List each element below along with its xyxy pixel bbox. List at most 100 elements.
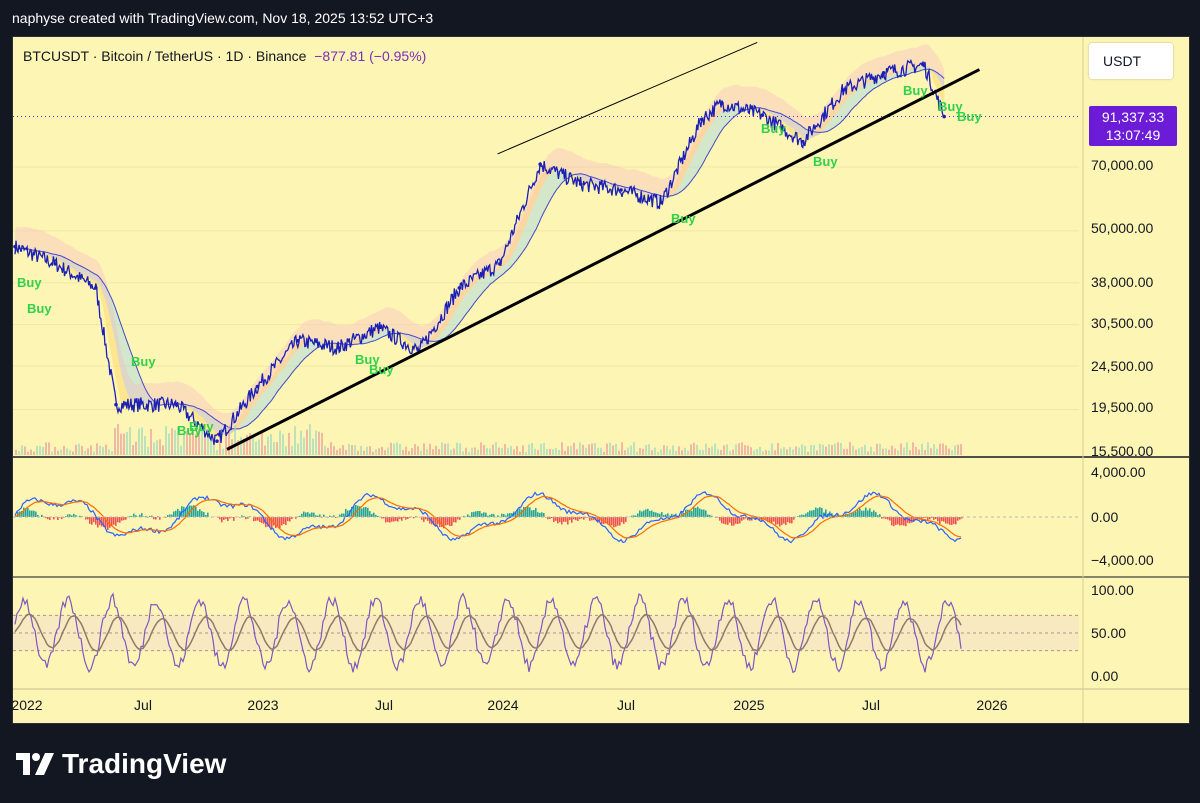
macd-histogram-bar xyxy=(261,517,263,523)
macd-histogram-bar xyxy=(605,517,607,524)
macd-histogram-bar xyxy=(807,512,809,517)
macd-histogram-bar xyxy=(813,509,815,517)
volume-bar xyxy=(846,448,848,455)
macd-histogram-bar xyxy=(619,517,621,526)
volume-bar xyxy=(267,436,269,455)
volume-bar xyxy=(942,443,944,455)
macd-histogram-bar xyxy=(271,517,273,529)
volume-bar xyxy=(603,451,605,455)
volume-bar xyxy=(762,451,764,455)
volume-bar xyxy=(285,446,287,455)
macd-histogram-bar xyxy=(729,517,731,523)
volume-bar xyxy=(321,432,323,455)
volume-bar xyxy=(885,448,887,455)
macd-histogram-bar xyxy=(731,517,733,526)
macd-histogram-bar xyxy=(705,510,707,517)
volume-bar xyxy=(102,446,104,455)
macd-histogram-bar xyxy=(803,514,805,517)
macd-histogram-bar xyxy=(107,517,109,530)
volume-bar xyxy=(282,434,284,455)
macd-histogram-bar xyxy=(79,515,81,517)
tradingview-logo[interactable]: TradingView xyxy=(16,748,226,780)
rsi-tick: 100.00 xyxy=(1091,582,1134,598)
volume-bar xyxy=(345,449,347,455)
macd-histogram-bar xyxy=(105,517,107,528)
volume-bar xyxy=(456,442,458,455)
buy-signal-label: Buy xyxy=(903,83,928,98)
volume-bar xyxy=(831,444,833,455)
macd-histogram-bar xyxy=(25,508,27,517)
volume-bar xyxy=(510,446,512,455)
macd-histogram-bar xyxy=(405,517,407,520)
volume-bar xyxy=(357,450,359,455)
volume-bar xyxy=(390,442,392,455)
volume-bar xyxy=(327,447,329,455)
macd-histogram-bar xyxy=(467,514,469,517)
macd-histogram-bar xyxy=(669,515,671,517)
volume-bar xyxy=(24,446,26,455)
price-point xyxy=(801,139,805,144)
macd-histogram-bar xyxy=(857,509,859,517)
macd-histogram-bar xyxy=(801,514,803,517)
macd-histogram-bar xyxy=(399,517,401,520)
volume-bar xyxy=(648,444,650,455)
macd-histogram-bar xyxy=(703,509,705,517)
macd-histogram-bar xyxy=(151,515,153,517)
macd-histogram-bar xyxy=(315,515,317,517)
macd-tick: −4,000.00 xyxy=(1091,552,1154,568)
volume-bar xyxy=(471,447,473,455)
volume-bar xyxy=(723,445,725,455)
macd-histogram-bar xyxy=(67,514,69,517)
price-point xyxy=(53,262,58,266)
macd-histogram-bar xyxy=(583,517,585,520)
volume-bar xyxy=(906,442,908,455)
volume-bar xyxy=(30,449,32,455)
symbol-legend[interactable]: BTCUSDT · Bitcoin / TetherUS · 1D · Bina… xyxy=(23,48,426,64)
macd-histogram-bar xyxy=(747,517,749,521)
volume-bar xyxy=(99,445,101,455)
macd-histogram-bar xyxy=(699,508,701,517)
macd-histogram-bar xyxy=(423,517,425,522)
volume-bar xyxy=(381,446,383,455)
macd-histogram-bar xyxy=(663,514,665,517)
macd-histogram-bar xyxy=(395,517,397,521)
macd-histogram-bar xyxy=(667,513,669,517)
macd-histogram-bar xyxy=(27,507,29,517)
time-tick: 2022 xyxy=(11,697,43,713)
volume-bar xyxy=(642,448,644,455)
volume-bar xyxy=(132,445,134,455)
macd-histogram-bar xyxy=(133,513,135,517)
volume-bar xyxy=(297,443,299,455)
macd-histogram-bar xyxy=(169,514,171,517)
volume-bar xyxy=(63,445,65,455)
macd-histogram-bar xyxy=(567,517,569,525)
time-tick: Jul xyxy=(862,697,880,713)
macd-histogram-bar xyxy=(539,512,541,517)
macd-histogram-bar xyxy=(361,508,363,517)
last-price-value: 91,337.33 xyxy=(1101,109,1165,125)
volume-bar xyxy=(675,450,677,455)
volume-bar xyxy=(549,449,551,455)
macd-histogram-bar xyxy=(319,514,321,517)
volume-bar xyxy=(732,449,734,455)
macd-histogram-bar xyxy=(877,515,879,517)
tradingview-mark-icon xyxy=(16,753,54,775)
volume-bar xyxy=(324,445,326,455)
macd-histogram-bar xyxy=(493,514,495,517)
chart-frame[interactable]: Buy Buy Buy Buy Buy Buy Buy Buy Buy Buy Buy Buy Buy … xyxy=(11,36,1190,724)
volume-bar xyxy=(348,443,350,455)
currency-button[interactable]: USDT xyxy=(1089,43,1173,79)
volume-bar xyxy=(615,443,617,455)
volume-bar xyxy=(828,444,830,455)
volume-bar xyxy=(747,445,749,455)
price-point xyxy=(13,244,17,249)
macd-histogram-bar xyxy=(611,517,613,526)
macd-histogram-bar xyxy=(635,515,637,517)
macd-histogram-bar xyxy=(309,513,311,517)
macd-histogram-bar xyxy=(935,517,937,519)
macd-histogram-bar xyxy=(475,511,477,517)
volume-bar xyxy=(360,446,362,455)
volume-bar xyxy=(129,427,131,455)
volume-bar xyxy=(42,446,44,455)
